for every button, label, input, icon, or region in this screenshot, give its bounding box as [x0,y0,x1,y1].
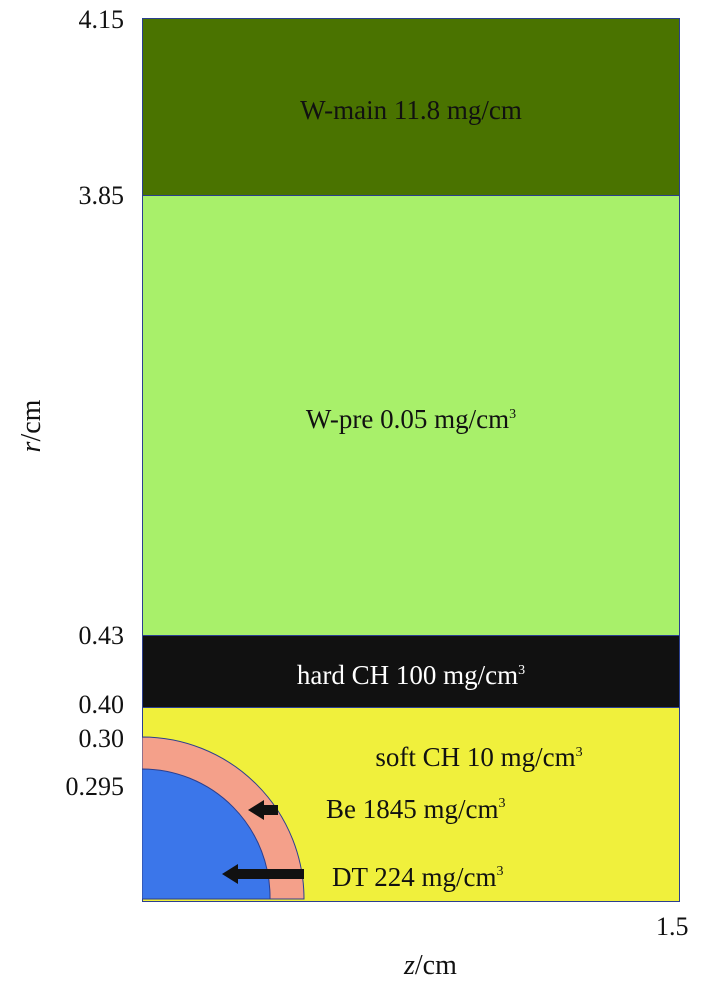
layer-w-pre-label: W-pre 0.05 mg/cm3 [305,404,517,434]
y-axis-variable: r [16,441,47,453]
y-tick-3-85: 3.85 [78,181,125,210]
layer-w-main-label: W-main 11.8 mg/cm [300,95,522,125]
x-axis-label: z/cm [404,950,457,982]
y-axis-label: r/cm [16,396,48,456]
y-axis-unit: /cm [16,399,47,442]
layer-hard-ch-label: hard CH 100 mg/cm3 [296,660,526,690]
dt-fuel [142,768,271,900]
y-tick-0-30: 0.30 [78,724,125,753]
dt-label: DT 224 mg/cm3 [332,862,504,892]
y-tick-0-295: 0.295 [65,772,125,801]
x-axis-variable: z [404,950,415,981]
y-tick-0-43: 0.43 [78,621,125,650]
be-arrow [248,800,278,820]
y-tick-0-40: 0.40 [78,690,125,719]
x-axis-unit: /cm [414,950,457,981]
be-label: Be 1845 mg/cm3 [326,794,505,824]
dt-arrow [222,864,304,884]
capsule-overlay: Be 1845 mg/cm3 DT 224 mg/cm3 [142,736,505,900]
x-tick-1-5: 1.5 [656,912,689,941]
y-tick-4-15: 4.15 [78,5,125,34]
layer-soft-ch-label: soft CH 10 mg/cm3 [375,742,583,772]
layer-hard-ch: hard CH 100 mg/cm3 [142,635,680,708]
layer-w-main: W-main 11.8 mg/cm [142,18,680,196]
